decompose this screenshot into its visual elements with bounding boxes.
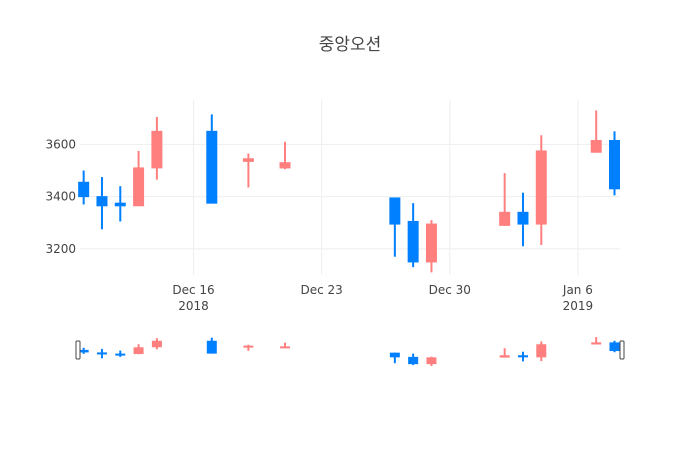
candle-body	[535, 150, 547, 225]
candle-body	[242, 158, 254, 162]
slider-candle	[591, 337, 602, 345]
candle-body	[279, 162, 291, 169]
x-tick-label: Dec 16	[172, 283, 214, 297]
slider-candle-body	[591, 342, 602, 345]
candle[interactable]	[206, 114, 218, 204]
slider-candle	[408, 353, 419, 366]
candle-body	[407, 220, 419, 263]
slider-candle	[609, 340, 620, 353]
slider-candle-body	[133, 347, 144, 355]
slider-candle-body	[517, 355, 528, 358]
candle[interactable]	[389, 197, 401, 257]
candle-body	[590, 139, 602, 153]
candle-body	[609, 139, 621, 190]
candle[interactable]	[78, 170, 90, 205]
slider-candle	[96, 348, 107, 359]
slider-candle	[499, 348, 510, 358]
candle-body	[114, 202, 126, 207]
y-tick-label: 3400	[45, 190, 76, 204]
slider-candle	[243, 344, 254, 351]
slider-candle-body	[536, 344, 547, 358]
candle[interactable]	[279, 141, 291, 170]
x-tick-sublabel: 2019	[563, 299, 594, 313]
candle-body	[133, 167, 145, 207]
slider-candle	[115, 350, 126, 357]
slider-candle	[426, 356, 437, 366]
slider-candle	[133, 344, 144, 355]
slider-candle-body	[206, 340, 217, 354]
x-axis: Dec 16 2018 Dec 23 Dec 30 Jan 6 2019	[172, 283, 593, 313]
candle[interactable]	[96, 177, 108, 230]
candle[interactable]	[609, 131, 621, 196]
candle[interactable]	[407, 203, 419, 268]
slider-candle-body	[96, 352, 107, 355]
candle[interactable]	[114, 186, 126, 222]
candle[interactable]	[242, 153, 254, 188]
range-slider-left-handle[interactable]	[75, 340, 81, 360]
candle[interactable]	[590, 110, 602, 153]
slider-candle	[151, 338, 162, 350]
range-slider-right-handle[interactable]	[619, 340, 625, 360]
candle[interactable]	[499, 173, 511, 226]
candle-body	[499, 211, 511, 226]
grid-lines	[80, 100, 620, 275]
candle-body	[425, 223, 437, 263]
slider-candle	[517, 351, 528, 362]
chart-title: 중앙오션	[319, 35, 382, 55]
slider-candle	[280, 342, 291, 349]
slider-candle	[78, 347, 89, 354]
slider-candle-body	[280, 346, 291, 349]
candle[interactable]	[151, 116, 163, 180]
y-tick-label: 3600	[45, 137, 76, 151]
x-tick-sublabel: 2018	[178, 299, 209, 313]
slider-candle	[206, 337, 217, 354]
x-tick-label: Dec 30	[429, 283, 471, 297]
slider-candle-body	[151, 340, 162, 348]
candle-body	[96, 196, 108, 207]
slider-candle	[536, 341, 547, 362]
y-axis: 3200 3400 3600	[45, 137, 76, 255]
range-slider[interactable]	[75, 337, 625, 366]
candle-body	[78, 181, 90, 198]
slider-candle-body	[426, 357, 437, 365]
slider-candle	[389, 352, 400, 364]
slider-candle-body	[408, 356, 419, 365]
candle-body	[389, 197, 401, 225]
slider-candle-body	[499, 355, 510, 358]
candle[interactable]	[133, 150, 145, 207]
y-tick-label: 3200	[45, 242, 76, 256]
slider-candle-body	[115, 353, 126, 356]
slider-candle-body	[389, 352, 400, 358]
candle[interactable]	[535, 135, 547, 245]
candle-body	[206, 130, 218, 204]
slider-candle-body	[609, 342, 620, 352]
slider-candle-body	[78, 349, 89, 353]
x-tick-label: Dec 23	[300, 283, 342, 297]
candle[interactable]	[517, 192, 529, 247]
candle-body	[151, 130, 163, 169]
candle[interactable]	[425, 220, 437, 273]
slider-candle-body	[243, 345, 254, 348]
candle-body	[517, 211, 529, 225]
candle-series[interactable]	[78, 110, 621, 273]
x-tick-label: Jan 6	[562, 283, 593, 297]
